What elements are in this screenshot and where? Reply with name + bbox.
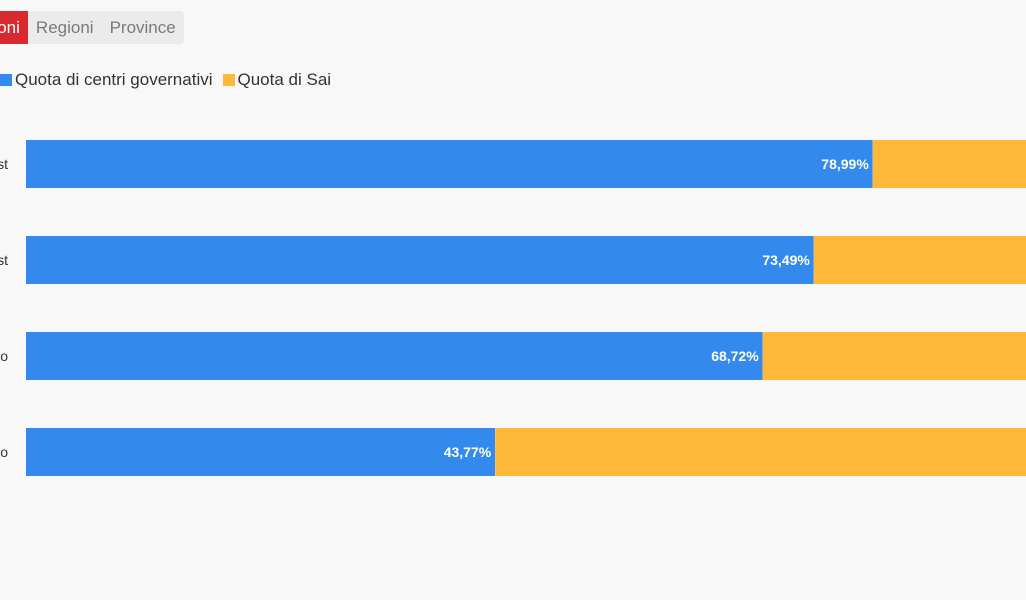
data-label-3: 43,77% <box>444 444 492 460</box>
data-label-0: 78,99% <box>821 156 869 172</box>
tab-bar: gioni Regioni Province <box>0 11 184 44</box>
data-label-2: 68,72% <box>711 348 759 364</box>
tab-gioni[interactable]: gioni <box>0 11 28 44</box>
bar-centri-governativi-0[interactable] <box>26 140 873 188</box>
bar-sai-2[interactable] <box>762 332 1026 380</box>
legend-label-centri-governativi: Quota di centri governativi <box>15 70 213 89</box>
tab-province[interactable]: Province <box>109 18 176 37</box>
tab-regioni[interactable]: Regioni <box>35 18 94 37</box>
chart-legend: Quota di centri governativi Quota di Sai <box>0 68 341 92</box>
legend-swatch-sai <box>222 74 235 86</box>
bar-sai-1[interactable] <box>813 236 1026 284</box>
category-label-0: st <box>0 156 8 172</box>
legend-swatch-centri-governativi <box>0 74 12 86</box>
legend-label-sai: Quota di Sai <box>237 70 332 89</box>
category-label-3: o <box>0 444 8 460</box>
bar-centri-governativi-2[interactable] <box>26 332 763 380</box>
legend-item-sai[interactable]: Quota di Sai <box>222 70 332 90</box>
bar-sai-3[interactable] <box>495 428 1026 476</box>
data-label-1: 73,49% <box>762 252 810 268</box>
bar-centri-governativi-3[interactable] <box>26 428 496 476</box>
bar-centri-governativi-1[interactable] <box>26 236 814 284</box>
category-label-2: o <box>0 348 8 364</box>
bar-sai-0[interactable] <box>872 140 1026 188</box>
legend-item-centri-governativi[interactable]: Quota di centri governativi <box>0 70 213 90</box>
category-label-1: st <box>0 252 8 268</box>
